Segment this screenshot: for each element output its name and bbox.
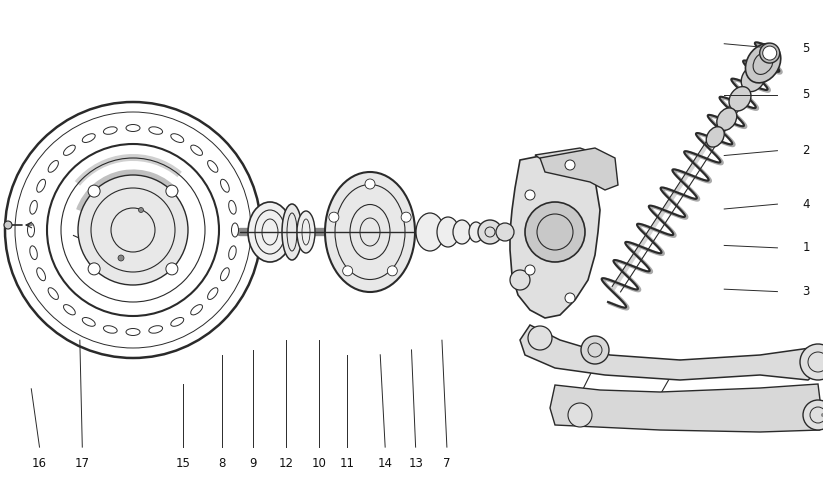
Circle shape: [401, 212, 412, 222]
Ellipse shape: [82, 134, 95, 142]
Text: 13: 13: [408, 457, 423, 470]
Polygon shape: [510, 155, 600, 318]
Ellipse shape: [30, 200, 37, 214]
Ellipse shape: [104, 127, 117, 134]
Ellipse shape: [126, 124, 140, 132]
Circle shape: [4, 221, 12, 229]
Ellipse shape: [746, 44, 781, 83]
Circle shape: [525, 190, 535, 200]
Circle shape: [138, 208, 143, 212]
Ellipse shape: [729, 87, 751, 111]
Ellipse shape: [207, 160, 218, 173]
Text: 10: 10: [312, 457, 327, 470]
Text: 16: 16: [32, 457, 47, 470]
Ellipse shape: [126, 329, 140, 335]
Circle shape: [329, 212, 339, 222]
Circle shape: [365, 179, 375, 189]
Ellipse shape: [48, 288, 58, 299]
Ellipse shape: [297, 211, 315, 253]
Text: 8: 8: [219, 457, 226, 470]
Polygon shape: [540, 148, 618, 190]
Circle shape: [565, 160, 575, 170]
Ellipse shape: [37, 268, 45, 281]
Ellipse shape: [706, 127, 724, 147]
Ellipse shape: [229, 246, 236, 260]
Ellipse shape: [478, 220, 502, 244]
Ellipse shape: [149, 127, 163, 134]
Ellipse shape: [221, 179, 230, 192]
Ellipse shape: [104, 326, 117, 333]
Ellipse shape: [48, 160, 58, 173]
Ellipse shape: [170, 317, 184, 326]
Circle shape: [565, 293, 575, 303]
Circle shape: [166, 263, 178, 275]
Ellipse shape: [453, 220, 471, 244]
Polygon shape: [535, 148, 605, 180]
Circle shape: [118, 255, 124, 261]
Circle shape: [510, 270, 530, 290]
Circle shape: [166, 185, 178, 197]
Ellipse shape: [63, 145, 75, 156]
Circle shape: [525, 202, 585, 262]
Ellipse shape: [760, 43, 779, 63]
Ellipse shape: [717, 108, 737, 130]
Circle shape: [525, 265, 535, 275]
Ellipse shape: [82, 317, 95, 326]
Circle shape: [803, 400, 823, 430]
Ellipse shape: [170, 134, 184, 142]
Text: 9: 9: [249, 457, 258, 470]
Text: 4: 4: [802, 198, 810, 210]
Text: 17: 17: [75, 457, 90, 470]
Text: 11: 11: [340, 457, 355, 470]
Ellipse shape: [30, 246, 37, 260]
Circle shape: [388, 266, 398, 276]
Ellipse shape: [325, 172, 415, 292]
Ellipse shape: [248, 202, 292, 262]
Text: 5: 5: [802, 42, 810, 55]
Ellipse shape: [221, 268, 230, 281]
Ellipse shape: [496, 223, 514, 241]
Circle shape: [88, 263, 100, 275]
Ellipse shape: [149, 326, 163, 333]
Ellipse shape: [191, 305, 202, 315]
Text: 5: 5: [802, 88, 810, 101]
Ellipse shape: [416, 213, 444, 251]
Ellipse shape: [27, 223, 35, 237]
Circle shape: [800, 344, 823, 380]
Polygon shape: [520, 325, 818, 380]
Ellipse shape: [229, 200, 236, 214]
Circle shape: [78, 175, 188, 285]
Circle shape: [763, 46, 777, 60]
Circle shape: [568, 403, 592, 427]
Circle shape: [342, 266, 353, 276]
Polygon shape: [550, 384, 820, 432]
Text: 12: 12: [279, 457, 294, 470]
Text: 15: 15: [175, 457, 190, 470]
Circle shape: [581, 336, 609, 364]
Ellipse shape: [469, 222, 483, 242]
Text: 2: 2: [802, 144, 810, 157]
Ellipse shape: [742, 65, 765, 92]
Circle shape: [528, 326, 552, 350]
Text: 3: 3: [802, 285, 810, 298]
Ellipse shape: [63, 305, 75, 315]
Ellipse shape: [282, 204, 302, 260]
Circle shape: [88, 185, 100, 197]
Text: 14: 14: [378, 457, 393, 470]
Ellipse shape: [207, 288, 218, 299]
Ellipse shape: [191, 145, 202, 156]
Ellipse shape: [437, 217, 459, 247]
Ellipse shape: [231, 223, 239, 237]
Ellipse shape: [37, 179, 45, 192]
Text: 1: 1: [802, 242, 810, 254]
Text: 7: 7: [443, 457, 451, 470]
